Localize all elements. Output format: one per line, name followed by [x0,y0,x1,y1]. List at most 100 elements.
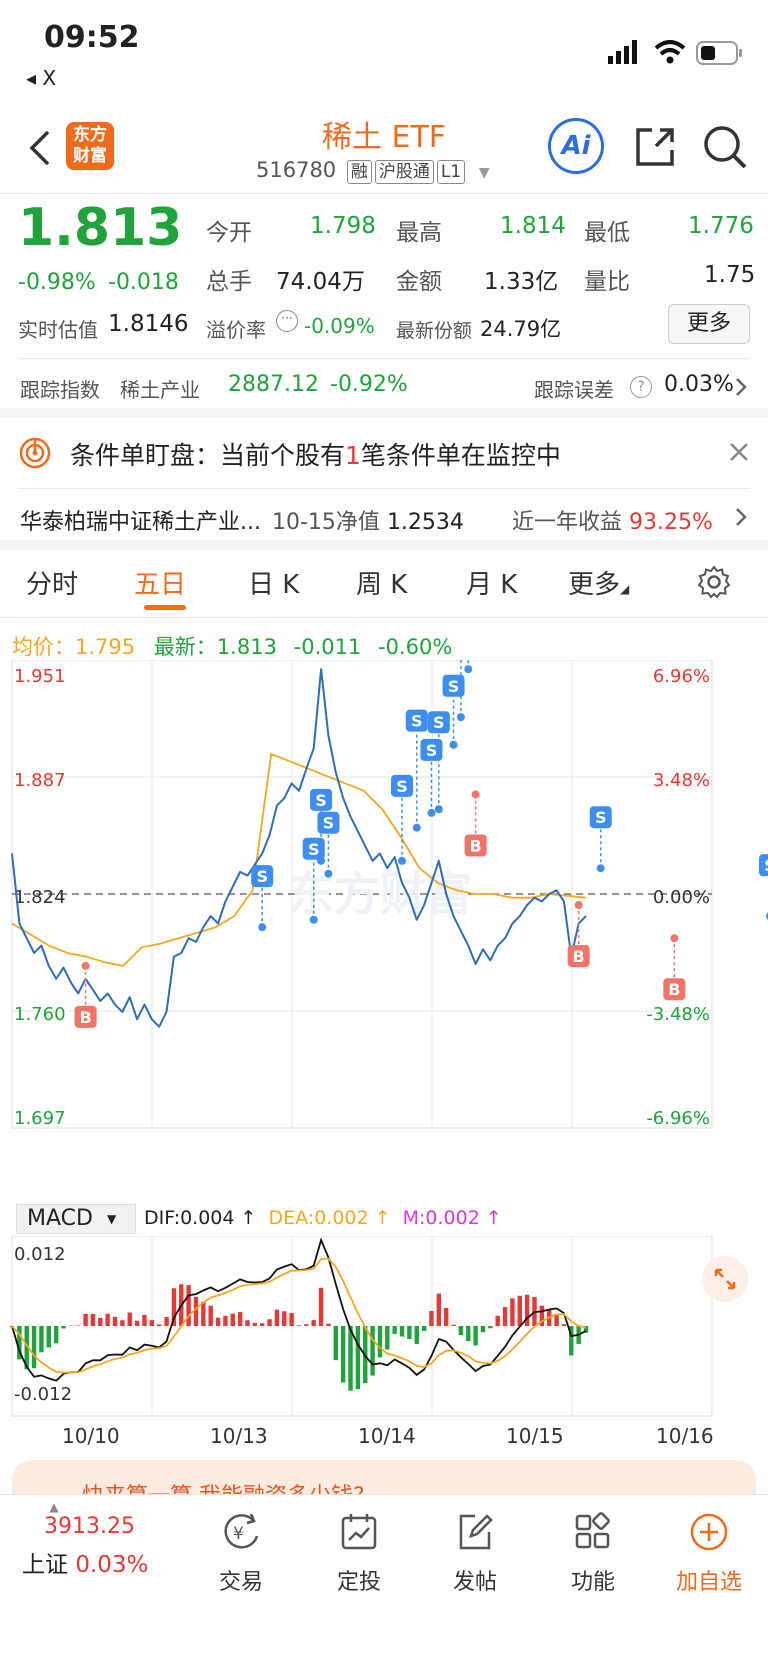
signal-label: B [668,980,680,999]
macd-histogram-bar [76,1325,80,1326]
nav-value: 1.2534 [387,510,464,535]
macd-histogram-bar [47,1326,51,1347]
search-icon[interactable] [702,124,748,174]
caret-down-icon: ▼ [479,165,490,181]
macd-histogram-bar [473,1326,477,1345]
iopv-label: 实时估值 [18,314,98,343]
y-tick-label: 1.697 [14,1108,66,1129]
macd-histogram-bar [370,1326,374,1376]
info-dots-icon[interactable]: ··· [276,310,298,332]
signal-point [457,713,465,721]
macd-histogram-bar [562,1324,566,1326]
tab-monthly-k[interactable]: 月 K [466,564,517,601]
nav-post[interactable]: 发帖 [420,1510,530,1596]
tracking-error-value: 0.03% [664,372,734,397]
price-line [12,669,586,1026]
signal-point [670,934,678,942]
condition-order-alert[interactable]: 条件单盯盘：当前个股有1笔条件单在监控中 [70,436,561,472]
year-return-row[interactable]: 近一年收益 93.25% [512,504,713,536]
year-return-value: 93.25% [629,510,713,535]
x-tick-label: 10/15 [506,1424,564,1448]
expand-icon[interactable] [702,1256,748,1302]
macd-histogram-bar [216,1318,220,1326]
macd-histogram-bar [400,1326,404,1337]
edit-icon [453,1510,497,1554]
ratio-label: 量比 [584,262,630,296]
fund-info-row[interactable]: 华泰柏瑞中证稀土产业... 10-15净值 1.2534 [20,504,464,536]
x-tick-label: 10/14 [358,1424,416,1448]
macd-histogram-bar [348,1326,352,1391]
macd-selector[interactable]: MACD▼ [16,1204,136,1234]
macd-histogram-bar [32,1326,36,1368]
macd-histogram-bar [356,1326,360,1389]
help-icon[interactable]: ? [630,376,652,398]
trade-icon: ¥ [219,1510,263,1554]
open-label: 今开 [206,213,252,247]
macd-histogram-bar [407,1326,411,1339]
y-tick-label: 1.760 [14,1004,66,1025]
signal-point [398,857,406,865]
wifi-icon [654,40,686,68]
macd-histogram-bar [54,1326,58,1343]
more-button[interactable]: 更多 [668,304,750,344]
y-tick-label: 1.887 [14,770,66,791]
macd-histogram-bar [437,1294,441,1326]
signal-label: B [470,837,482,856]
low-value: 1.776 [688,213,754,239]
average-price-line [12,754,586,966]
change-percent: -0.98% [18,270,96,295]
nav-functions[interactable]: 功能 [538,1510,648,1596]
year-return-label: 近一年收益 [512,510,622,535]
signal-label: S [323,814,335,833]
plus-circle-icon [687,1510,731,1554]
signal-point [427,809,435,817]
high-value: 1.814 [500,213,566,239]
signal-label: S [433,713,445,732]
watermark: 东方财富 [288,867,472,921]
macd-histogram-bar [466,1326,470,1341]
last-price: 1.813 [18,198,182,258]
index-ticker[interactable]: ▲ 3913.25 上证 0.03% [22,1500,182,1579]
signal-label: S [315,791,327,810]
tab-weekly-k[interactable]: 周 K [356,564,407,601]
ai-button[interactable]: Ai [548,118,604,174]
nav-trade[interactable]: ¥ 交易 [186,1510,296,1596]
tracking-index-name[interactable]: 稀土产业 [120,374,200,403]
y-tick-label-right: 6.96% [653,666,710,687]
macd-histogram-bar [208,1306,212,1326]
nav-auto-invest[interactable]: 定投 [304,1510,414,1596]
signal-point [575,901,583,909]
tab-intraday[interactable]: 分时 [26,564,78,601]
y-tick-label-right: 0.00% [653,887,710,908]
macd-histogram-bar [231,1314,235,1326]
high-label: 最高 [396,213,442,247]
macd-histogram-bar [113,1317,117,1326]
signal-point [435,805,443,813]
macd-histogram-bar [289,1313,293,1326]
chevron-right-icon[interactable] [734,506,748,532]
tab-five-day[interactable]: 五日 [134,564,186,601]
tag-level: L1 [437,160,465,184]
nav-add-watchlist[interactable]: 加自选 [654,1510,764,1596]
tab-more[interactable]: 更多◢ [568,564,629,601]
back-to-app-link[interactable]: ◂ X [26,66,56,90]
tab-daily-k[interactable]: 日 K [248,564,299,601]
macd-histogram-bar [312,1320,316,1326]
signal-point [472,791,480,799]
volume-label: 总手 [206,262,252,296]
settings-gear-icon[interactable] [696,564,732,604]
macd-histogram-bar [510,1298,514,1326]
share-icon[interactable] [632,124,678,174]
chevron-right-icon[interactable] [734,376,748,402]
close-icon[interactable] [728,441,750,467]
tracking-label: 跟踪指数 [20,374,100,403]
signal-label: B [79,1008,91,1027]
chart-info-line: 均价：1.795 最新：1.813 -0.011 -0.60% [12,631,452,661]
amount-value: 1.33亿 [484,262,558,296]
stock-code: 516780 [256,158,336,182]
macd-histogram-bar [135,1321,139,1326]
macd-histogram-bar [488,1326,492,1328]
macd-histogram-bar [444,1308,448,1326]
